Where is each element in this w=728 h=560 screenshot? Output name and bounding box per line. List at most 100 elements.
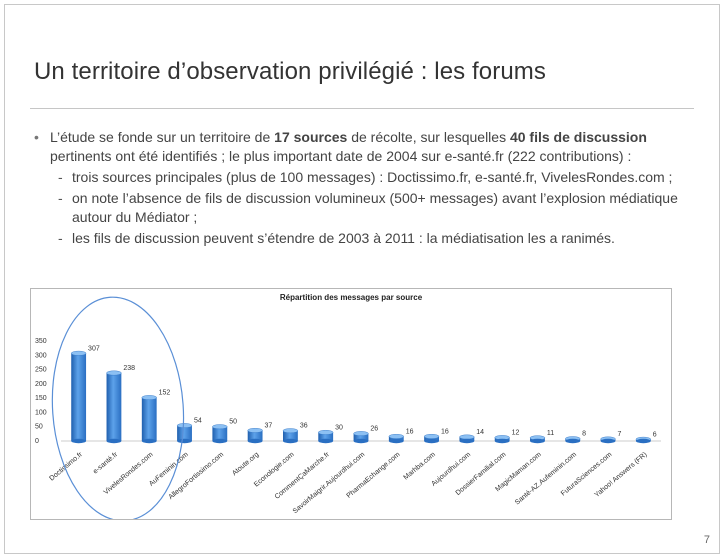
bar-body xyxy=(71,353,87,441)
bar-base xyxy=(353,438,369,444)
page-number: 7 xyxy=(703,534,710,546)
bar-cap xyxy=(106,370,122,376)
bar-base xyxy=(565,438,581,444)
bar xyxy=(247,428,263,444)
chart-plot: 0 50 100 150 200 250 300 350 307 Doctissimo.fr 238… xyxy=(35,296,661,519)
y-tick-label: 50 xyxy=(35,424,43,431)
bar-value-label: 11 xyxy=(547,430,554,437)
dash-icon: - xyxy=(58,169,63,185)
bullet-main-bold-1: 17 sources xyxy=(274,129,348,145)
bar-value-label: 307 xyxy=(88,345,100,352)
sub-bullet-3: - les fils de discussion peuvent s’étend… xyxy=(34,229,694,248)
y-tick-label: 200 xyxy=(35,381,47,388)
bar-body xyxy=(283,430,298,441)
bar-cap xyxy=(282,428,299,434)
bar-body xyxy=(318,432,334,441)
bar-value-label: 238 xyxy=(123,365,135,372)
bar xyxy=(600,436,616,444)
bar-base xyxy=(600,438,616,444)
bar-value-label: 14 xyxy=(476,429,484,436)
x-category-label: Marhba.com xyxy=(403,451,437,481)
bar xyxy=(176,423,193,444)
bar xyxy=(71,350,87,444)
bar-base xyxy=(530,438,545,444)
x-category-label: Atoute.org xyxy=(231,451,260,477)
bar-body xyxy=(141,397,157,441)
x-category-label: Doctissimo.fr xyxy=(48,451,84,483)
bar xyxy=(282,428,299,444)
sub-bullet-text: trois sources principales (plus de 100 m… xyxy=(72,169,673,185)
bar-base xyxy=(106,438,122,444)
bar xyxy=(635,436,651,444)
bar-value-label: 36 xyxy=(300,423,308,430)
bar-body xyxy=(247,430,263,441)
bar-value-label: 26 xyxy=(370,426,378,433)
bar-cap xyxy=(459,434,475,440)
slide-content: • L’étude se fonde sur un territoire de … xyxy=(34,128,694,250)
bar-base xyxy=(494,438,510,444)
bullet-main-text-3: pertinents ont été identifiés ; le plus … xyxy=(50,148,632,164)
bar-base xyxy=(424,438,439,444)
bar-base xyxy=(71,438,87,444)
bar-value-label: 8 xyxy=(582,431,586,438)
bar-base xyxy=(177,438,192,444)
bullet-main-text-2: de récolte, sur lesquelles xyxy=(347,129,510,145)
bullet-dot-icon: • xyxy=(34,129,39,145)
bar-cap xyxy=(176,423,193,428)
bar-value-label: 12 xyxy=(512,430,520,437)
chart-title: Répartition des messages par source xyxy=(279,293,423,302)
sub-bullet-text: on note l’absence de fils de discussion … xyxy=(72,190,678,225)
bar xyxy=(423,434,440,444)
bar xyxy=(459,434,475,444)
bar-cap xyxy=(388,434,404,439)
sub-bullet-2: - on note l’absence de fils de discussio… xyxy=(34,189,694,227)
title-divider xyxy=(30,108,694,109)
y-tick-label: 150 xyxy=(35,395,47,402)
bar-body xyxy=(177,425,192,441)
bar-base xyxy=(247,438,263,444)
y-tick-label: 250 xyxy=(35,367,47,374)
bar-cap xyxy=(247,428,263,433)
bar xyxy=(494,435,510,444)
sub-bullet-text: les fils de discussion peuvent s’étendre… xyxy=(72,230,615,246)
bar xyxy=(565,436,581,444)
bar xyxy=(141,395,157,444)
bar-base xyxy=(212,438,228,444)
bar xyxy=(529,435,546,444)
bar-chart: Répartition des messages par source 0 50 1… xyxy=(30,288,672,520)
y-tick-label: 300 xyxy=(35,352,47,359)
bullet-main-bold-2: 40 fils de discussion xyxy=(509,129,647,145)
x-category-label: Santé-AZ.Aufeminin.com xyxy=(514,451,578,506)
bar-value-label: 16 xyxy=(406,428,414,435)
bar xyxy=(106,370,122,444)
bar-body xyxy=(106,373,122,441)
bar-cap xyxy=(212,424,228,430)
bar-cap xyxy=(141,395,157,400)
y-tick-label: 350 xyxy=(35,338,47,345)
bar xyxy=(318,430,334,444)
bar-base xyxy=(141,438,157,444)
slide-title: Un territoire d’observation privilégié :… xyxy=(34,58,546,85)
bar-base xyxy=(318,438,334,444)
bullet-main: • L’étude se fonde sur un territoire de … xyxy=(34,128,694,166)
y-tick-label: 0 xyxy=(35,438,39,445)
bar-value-label: 37 xyxy=(265,422,273,429)
bar-cap xyxy=(318,430,334,435)
bar-base xyxy=(283,438,298,444)
bar-value-label: 50 xyxy=(229,419,237,426)
bar-cap xyxy=(353,431,369,436)
bar-value-label: 7 xyxy=(617,431,621,438)
slide-frame xyxy=(4,4,720,554)
x-category-label: SavoirMaigrir.Aujourdhui.com xyxy=(292,451,367,515)
dash-icon: - xyxy=(58,190,63,206)
bar-value-label: 16 xyxy=(441,428,449,435)
dash-icon: - xyxy=(58,230,63,246)
bar-cap xyxy=(71,350,87,356)
y-tick-label: 100 xyxy=(35,409,47,416)
bar-value-label: 54 xyxy=(194,418,202,425)
bar-cap xyxy=(423,434,440,439)
bar xyxy=(388,434,404,444)
bar xyxy=(353,431,369,444)
bar-value-label: 6 xyxy=(653,431,657,438)
bar-base xyxy=(635,438,651,444)
